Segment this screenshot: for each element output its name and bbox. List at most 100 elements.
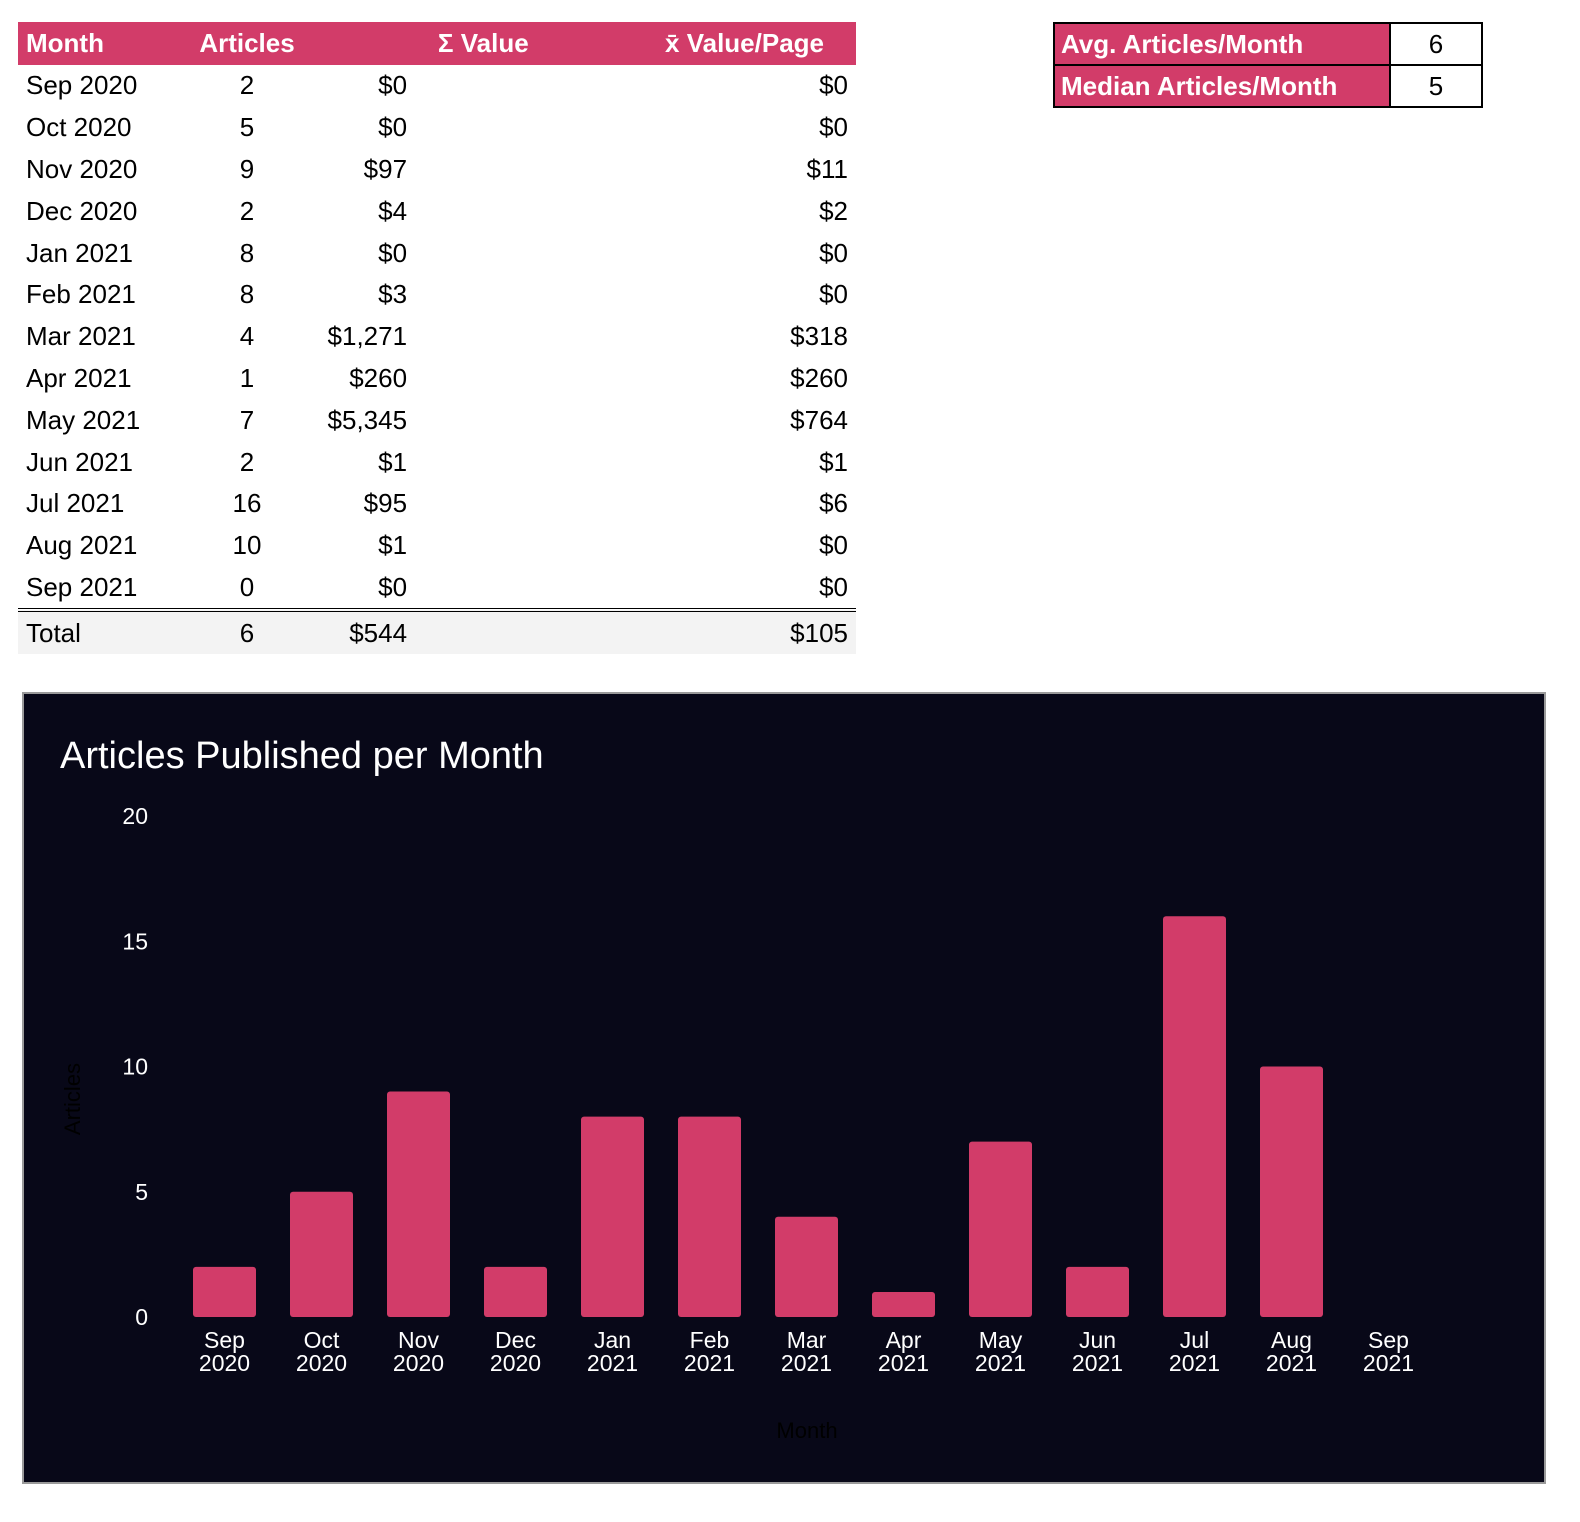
bar[interactable] [969, 1141, 1032, 1317]
x-tick-label-month: Jun [1079, 1327, 1116, 1353]
table-row: Jun 2021 2 $1 $1 [18, 441, 856, 483]
row-month[interactable]: May 2021 [26, 404, 141, 435]
x-tick-label-year: 2021 [878, 1350, 929, 1376]
bar[interactable] [775, 1216, 838, 1317]
bar[interactable] [872, 1291, 935, 1317]
y-tick-label: 10 [122, 1054, 148, 1080]
median-articles-label: Median Articles/Month [1053, 64, 1391, 108]
bar[interactable] [387, 1091, 450, 1317]
row-sum-value[interactable]: $0 [378, 70, 408, 101]
y-tick-label: 20 [122, 803, 148, 829]
bar[interactable] [290, 1191, 353, 1317]
row-value-per-page[interactable]: $0 [819, 571, 848, 602]
column-header-avg-value-per-page[interactable]: x̄ Value/Page [647, 22, 856, 65]
row-value-per-page[interactable]: $260 [790, 362, 848, 393]
row-articles[interactable]: 1 [239, 362, 255, 393]
bar[interactable] [1066, 1266, 1129, 1317]
row-month[interactable]: Mar 2021 [26, 321, 136, 352]
row-value-per-page[interactable]: $0 [819, 237, 848, 268]
row-articles[interactable]: 16 [232, 488, 262, 519]
row-articles[interactable]: 10 [232, 530, 262, 561]
x-tick-label-month: Aug [1271, 1327, 1312, 1353]
row-month[interactable]: Dec 2020 [26, 195, 138, 226]
x-tick-label-year: 2020 [199, 1350, 250, 1376]
row-month[interactable]: Sep 2020 [26, 70, 138, 101]
row-articles[interactable]: 7 [239, 404, 255, 435]
row-value-per-page[interactable]: $2 [819, 195, 848, 226]
median-articles-value[interactable]: 5 [1389, 64, 1483, 108]
x-tick-label-year: 2021 [1266, 1350, 1317, 1376]
row-month[interactable]: Oct 2020 [26, 112, 132, 143]
bar[interactable] [1260, 1066, 1323, 1318]
row-articles[interactable]: 2 [239, 446, 255, 477]
row-sum-value[interactable]: $0 [378, 112, 408, 143]
x-tick-label-month: Dec [495, 1327, 536, 1353]
row-value-per-page[interactable]: $0 [819, 530, 848, 561]
x-tick-label-month: Jul [1180, 1327, 1209, 1353]
x-tick-label-month: May [979, 1327, 1023, 1353]
column-header-month[interactable]: Month [18, 22, 175, 65]
bar[interactable] [678, 1116, 741, 1317]
row-articles[interactable]: 0 [239, 571, 255, 602]
x-tick-label-year: 2021 [781, 1350, 832, 1376]
row-articles[interactable]: 2 [239, 195, 255, 226]
column-header-articles[interactable]: Articles [174, 22, 320, 65]
row-value-per-page[interactable]: $6 [819, 488, 848, 519]
row-sum-value[interactable]: $95 [363, 488, 408, 519]
row-articles[interactable]: 5 [239, 112, 255, 143]
chart-canvas: Articles Published per Month 0 5 10 15 20 Se… [60, 735, 1414, 1443]
bar[interactable] [193, 1266, 256, 1317]
row-value-per-page[interactable]: $0 [819, 112, 848, 143]
bar[interactable] [581, 1116, 644, 1317]
row-value-per-page[interactable]: $0 [819, 70, 848, 101]
bar[interactable] [1163, 916, 1226, 1317]
row-sum-value[interactable]: $260 [349, 362, 408, 393]
avg-articles-value[interactable]: 6 [1389, 22, 1483, 66]
table-row: Jul 2021 16 $95 $6 [18, 483, 856, 525]
row-articles[interactable]: 4 [239, 321, 255, 352]
x-tick-label-month: Nov [398, 1327, 439, 1353]
row-sum-value[interactable]: $0 [378, 571, 408, 602]
x-tick-label-month: Apr [886, 1327, 922, 1353]
y-tick-label: 0 [135, 1304, 148, 1330]
row-articles[interactable]: 2 [239, 70, 255, 101]
row-sum-value[interactable]: $1 [378, 446, 408, 477]
total-label: Total [18, 608, 175, 655]
row-sum-value[interactable]: $5,345 [327, 404, 408, 435]
y-axis: 0 5 10 15 20 [122, 803, 148, 1330]
table-row: Jan 2021 8 $0 $0 [18, 232, 856, 274]
row-articles[interactable]: 8 [239, 237, 255, 268]
row-articles[interactable]: 9 [239, 153, 255, 184]
row-sum-value[interactable]: $1,271 [327, 321, 408, 352]
bar[interactable] [484, 1266, 547, 1317]
table-row: Mar 2021 4 $1,271 $318 [18, 316, 856, 358]
row-sum-value[interactable]: $0 [378, 237, 408, 268]
row-articles[interactable]: 8 [239, 279, 255, 310]
column-header-sum-value[interactable]: Σ Value [319, 22, 648, 65]
row-month[interactable]: Apr 2021 [26, 362, 132, 393]
row-sum-value[interactable]: $3 [378, 279, 408, 310]
row-sum-value[interactable]: $1 [378, 530, 408, 561]
row-value-per-page[interactable]: $318 [790, 321, 848, 352]
row-value-per-page[interactable]: $1 [819, 446, 848, 477]
row-month[interactable]: Jun 2021 [26, 446, 133, 477]
row-value-per-page[interactable]: $764 [790, 404, 848, 435]
row-month[interactable]: Jul 2021 [26, 488, 125, 519]
total-sum-value: $544 [319, 608, 648, 655]
row-value-per-page[interactable]: $0 [819, 279, 848, 310]
row-sum-value[interactable]: $4 [378, 195, 408, 226]
row-month[interactable]: Nov 2020 [26, 153, 138, 184]
row-value-per-page[interactable]: $11 [806, 153, 848, 184]
monthly-summary-table: Month Articles Σ Value x̄ Value/Page Sep… [18, 22, 856, 655]
row-month[interactable]: Sep 2021 [26, 571, 138, 602]
x-tick-label-year: 2021 [1169, 1350, 1220, 1376]
x-axis-title: Month [776, 1418, 837, 1443]
bar-series [193, 916, 1323, 1317]
row-month[interactable]: Aug 2021 [26, 530, 138, 561]
x-tick-label-year: 2021 [1072, 1350, 1123, 1376]
row-month[interactable]: Jan 2021 [26, 237, 133, 268]
row-month[interactable]: Feb 2021 [26, 279, 136, 310]
row-sum-value[interactable]: $97 [363, 153, 408, 184]
x-tick-label-month: Feb [690, 1327, 730, 1353]
table-row: Oct 2020 5 $0 $0 [18, 107, 856, 149]
